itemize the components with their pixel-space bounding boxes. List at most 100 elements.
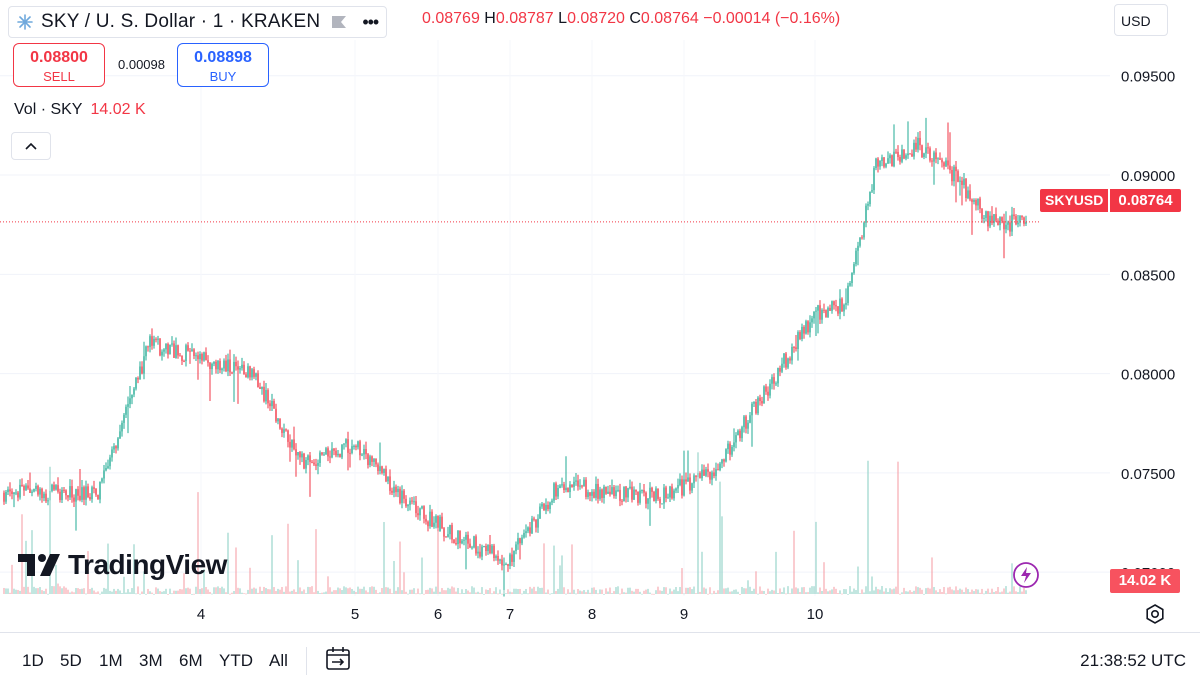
symbol-title[interactable]: SKY / U. S. Dollar · 1 · KRAKEN — [41, 11, 321, 32]
sell-button[interactable]: 0.08800 SELL — [13, 43, 105, 87]
candle-body — [887, 158, 889, 164]
candle-body — [207, 360, 209, 363]
candle-body — [615, 490, 617, 497]
candle-body — [83, 487, 85, 500]
candle-body — [533, 518, 535, 520]
volume-bar — [745, 588, 747, 594]
volume-bar — [1019, 586, 1021, 594]
volume-bar — [813, 586, 815, 594]
candle-body — [487, 544, 489, 552]
volume-bar — [73, 592, 75, 594]
candle-body — [291, 439, 293, 448]
volume-bar — [843, 589, 845, 594]
candle-body — [67, 495, 69, 498]
range-6m[interactable]: 6M — [179, 651, 203, 670]
volume-bar — [797, 588, 799, 594]
volume-bar — [1005, 586, 1007, 594]
more-options-icon[interactable]: ••• — [362, 11, 379, 32]
candle-body — [839, 298, 841, 314]
volume-bar — [981, 588, 983, 594]
toolbar-divider — [306, 647, 307, 675]
volume-bar — [371, 586, 373, 594]
calendar-goto-icon[interactable] — [324, 645, 352, 673]
range-1d[interactable]: 1D — [22, 651, 44, 670]
candle-body — [607, 491, 609, 494]
volume-bar — [165, 588, 167, 594]
candle-body — [755, 401, 757, 414]
range-3m[interactable]: 3M — [139, 651, 163, 670]
candle-body — [675, 488, 677, 491]
lightning-icon[interactable] — [1012, 561, 1040, 589]
candle-body — [111, 449, 113, 458]
candle-body — [785, 353, 787, 368]
volume-bar — [713, 590, 715, 594]
x-tick-label: 10 — [807, 606, 824, 623]
tradingview-logo[interactable]: TradingView — [18, 549, 227, 581]
range-ytd[interactable]: YTD — [219, 651, 253, 670]
candle-body — [601, 489, 603, 498]
candle-body — [323, 454, 325, 456]
volume-bar — [803, 587, 805, 594]
symbol-legend[interactable]: SKY / U. S. Dollar · 1 · KRAKEN ••• — [8, 6, 388, 38]
settings-gear-icon[interactable] — [1144, 603, 1166, 625]
range-5d[interactable]: 5D — [60, 651, 82, 670]
volume-bar — [815, 521, 817, 594]
candle-body — [193, 349, 195, 356]
volume-bar — [903, 587, 905, 594]
candle-body — [179, 355, 181, 357]
volume-bar — [807, 592, 809, 594]
volume-bar — [163, 591, 165, 594]
volume-bar — [559, 565, 561, 594]
candle-body — [263, 386, 265, 402]
volume-bar — [313, 592, 315, 594]
collapse-legend-button[interactable] — [11, 132, 51, 160]
volume-bar — [673, 589, 675, 594]
candle-body — [553, 483, 555, 501]
candle-body — [105, 467, 107, 471]
candle-body — [65, 490, 67, 496]
candle-body — [347, 439, 349, 453]
candle-body — [79, 495, 81, 500]
candle-body — [283, 429, 285, 433]
range-1m[interactable]: 1M — [99, 651, 123, 670]
candle-body — [511, 554, 513, 562]
buy-button[interactable]: 0.08898 BUY — [177, 43, 269, 87]
candle-body — [325, 448, 327, 455]
candle-body — [501, 559, 503, 566]
candle-body — [419, 508, 421, 516]
volume-bar — [181, 589, 183, 594]
volume-bar — [923, 593, 925, 595]
volume-bar — [847, 593, 849, 595]
volume-bar — [625, 592, 627, 594]
candle-body — [741, 427, 743, 439]
volume-bar — [591, 587, 593, 594]
volume-legend[interactable]: Vol · SKY 14.02 K — [14, 101, 146, 119]
volume-bar — [329, 587, 331, 594]
volume-bar — [365, 590, 367, 594]
candle-body — [241, 364, 243, 369]
candle-body — [71, 486, 73, 498]
volume-bar — [701, 551, 703, 594]
candle-body — [329, 456, 331, 458]
volume-bar — [555, 591, 557, 594]
candle-body — [379, 466, 381, 471]
candle-body — [463, 539, 465, 541]
volume-bar — [563, 587, 565, 594]
volume-bar — [167, 593, 169, 595]
range-all[interactable]: All — [269, 651, 288, 670]
candle-body — [307, 455, 309, 461]
flag-icon[interactable] — [330, 14, 348, 30]
candle-body — [333, 448, 335, 451]
candle-body — [165, 343, 167, 350]
volume-bar — [553, 545, 555, 594]
sky-logo-icon — [17, 14, 33, 30]
candle-body — [669, 486, 671, 498]
volume-bar — [777, 592, 779, 594]
volume-bar — [681, 568, 683, 594]
candle-body — [799, 332, 801, 339]
currency-selector[interactable]: USD — [1114, 4, 1168, 36]
volume-bar — [783, 587, 785, 594]
candle-body — [563, 484, 565, 491]
volume-bar — [331, 591, 333, 594]
